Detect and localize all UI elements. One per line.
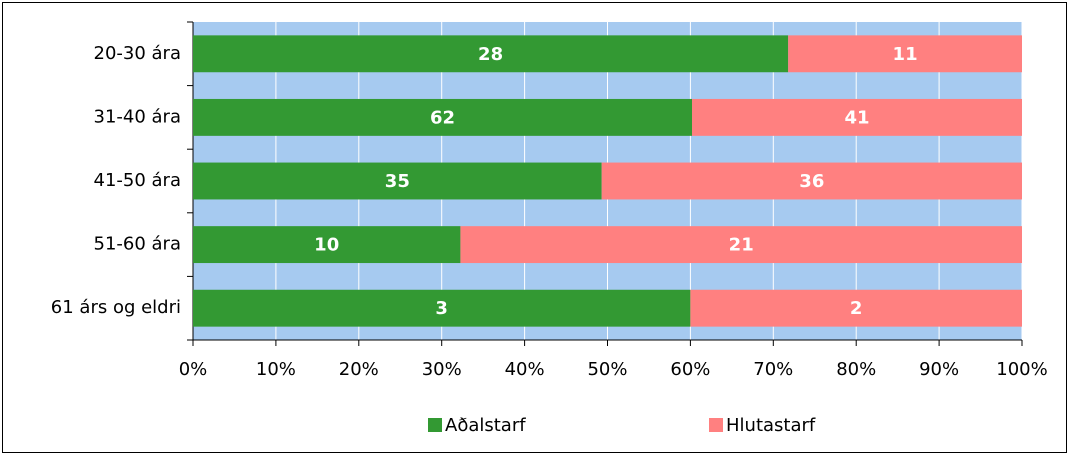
x-tick-label: 30% [422, 359, 462, 380]
legend-label: Aðalstarf [445, 415, 526, 436]
data-label: 36 [799, 171, 824, 192]
x-tick-label: 40% [505, 359, 545, 380]
x-tick-label: 90% [919, 359, 959, 380]
data-label: 62 [430, 107, 455, 128]
data-label: 21 [729, 235, 754, 256]
y-tick-label: 51-60 ára [94, 234, 182, 255]
x-tick-label: 70% [753, 359, 793, 380]
bar-segment [193, 35, 789, 73]
bar-segment [193, 226, 461, 264]
bar-segment [193, 162, 602, 200]
bar-segment [690, 289, 1022, 327]
data-label: 41 [844, 107, 869, 128]
bar-segment [193, 289, 691, 327]
x-tick-label: 20% [339, 359, 379, 380]
x-tick-label: 60% [670, 359, 710, 380]
x-tick-label: 100% [996, 359, 1047, 380]
bar-segment [788, 35, 1022, 73]
bar-segment [460, 226, 1023, 264]
x-tick-label: 80% [836, 359, 876, 380]
bar-segment [692, 98, 1022, 136]
data-label: 3 [435, 298, 448, 319]
y-tick-label: 41-50 ára [94, 170, 182, 191]
data-label: 35 [385, 171, 410, 192]
y-tick-label: 20-30 ára [94, 43, 182, 64]
data-label: 11 [893, 44, 918, 65]
data-label: 10 [314, 235, 339, 256]
x-tick-label: 10% [256, 359, 296, 380]
x-tick-label: 50% [587, 359, 627, 380]
x-tick-label: 0% [179, 359, 208, 380]
y-tick-label: 31-40 ára [94, 106, 182, 127]
legend-label: Hlutastarf [726, 415, 816, 436]
data-label: 2 [850, 298, 863, 319]
bar-segment [601, 162, 1022, 200]
y-tick-label: 61 árs og eldri [51, 297, 181, 318]
data-label: 28 [478, 44, 503, 65]
bar-segment [193, 98, 693, 136]
legend-swatch [709, 418, 723, 432]
legend-swatch [428, 418, 442, 432]
